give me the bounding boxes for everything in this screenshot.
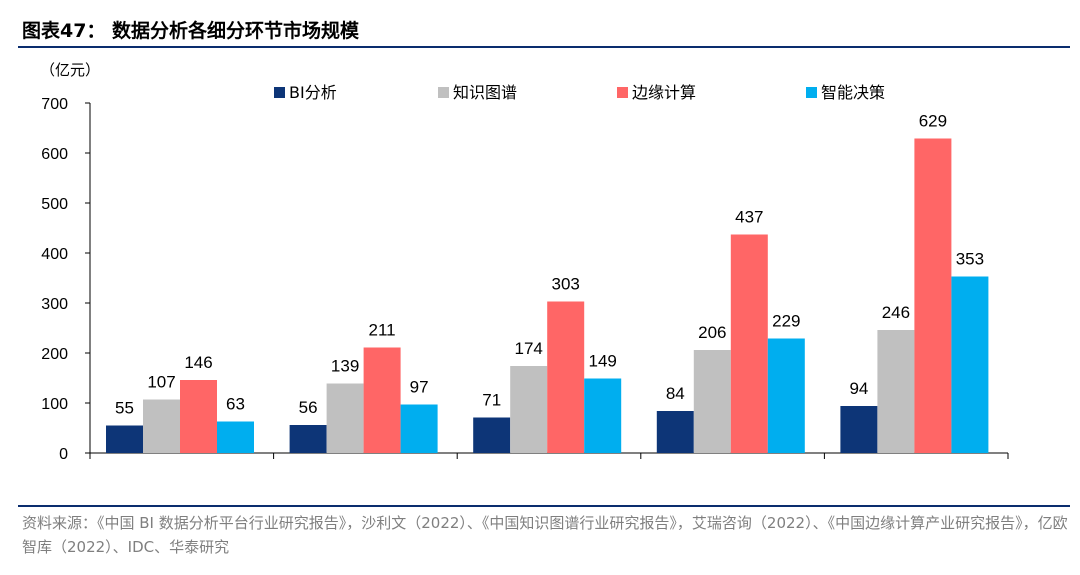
bar-value-label: 55 [115,399,134,418]
source-note: 资料来源：《中国 BI 数据分析平台行业研究报告》，沙利文（2022）、《中国知… [22,514,1068,556]
bar-value-label: 211 [369,321,396,340]
y-tick-label: 600 [41,146,68,163]
bar-value-label: 107 [147,373,175,392]
chart-legend: BI分析 知识图谱 边缘计算 智能决策 [274,83,885,102]
bar-value-label: 437 [735,208,763,227]
bar-value-label: 56 [299,398,318,417]
bar-value-label: 353 [956,250,984,269]
bar [840,406,878,453]
bar-value-label: 139 [331,357,359,376]
legend-swatch [438,87,449,98]
bar [473,417,511,453]
bar [326,383,364,453]
footer-divider [18,505,1070,507]
bar-value-label: 246 [882,303,910,322]
legend-swatch [806,87,817,98]
bar [767,338,805,453]
bar-value-label: 94 [849,379,868,398]
figure-title: 图表47： 数据分析各细分环节市场规模 [22,20,360,42]
bar-value-label: 174 [515,339,543,358]
y-tick-label: 500 [41,196,68,213]
bar-value-label: 229 [772,312,800,331]
bar [547,301,585,453]
bar-value-label: 63 [226,395,245,414]
bar [877,330,915,453]
bar [693,350,731,453]
chart-bars [106,138,989,453]
y-tick-label: 0 [59,446,68,463]
chart-data-labels: 55 56 71 84 94 107 139 174 206 246 146 211 303 437 629… [115,112,984,418]
bar [656,411,694,453]
bar-value-label: 629 [919,112,947,131]
bar-value-label: 97 [410,378,429,397]
y-tick-label: 400 [41,246,68,263]
y-tick-label: 300 [41,296,68,313]
legend-label: BI分析 [289,83,337,102]
bar [363,347,401,453]
legend-label: 知识图谱 [453,83,517,102]
bar [914,138,952,453]
bar [510,366,548,453]
legend-label: 边缘计算 [632,83,696,102]
bar-value-label: 303 [552,275,580,294]
legend-swatch [617,87,628,98]
bar [106,425,143,453]
bar [180,380,217,453]
bar [400,404,438,453]
y-tick-label: 700 [41,96,68,113]
bar-value-label: 206 [698,323,726,342]
bar [584,378,622,453]
legend-label: 智能决策 [821,83,885,102]
legend-swatch [274,87,285,98]
bar-value-label: 146 [184,353,212,372]
bar [143,399,180,453]
bar [951,276,989,453]
y-tick-label: 200 [41,346,68,363]
title-divider [18,46,1070,48]
bar [730,234,768,453]
bar [289,425,327,453]
bar-value-label: 149 [589,352,617,371]
y-axis-unit-label: （亿元） [40,61,100,79]
bar-value-label: 71 [482,391,501,410]
bar-value-label: 84 [666,384,685,403]
y-tick-label: 100 [41,396,68,413]
bar [217,421,254,453]
bar-chart: （亿元）010020030040050060070020212022E2023E… [40,61,1009,463]
